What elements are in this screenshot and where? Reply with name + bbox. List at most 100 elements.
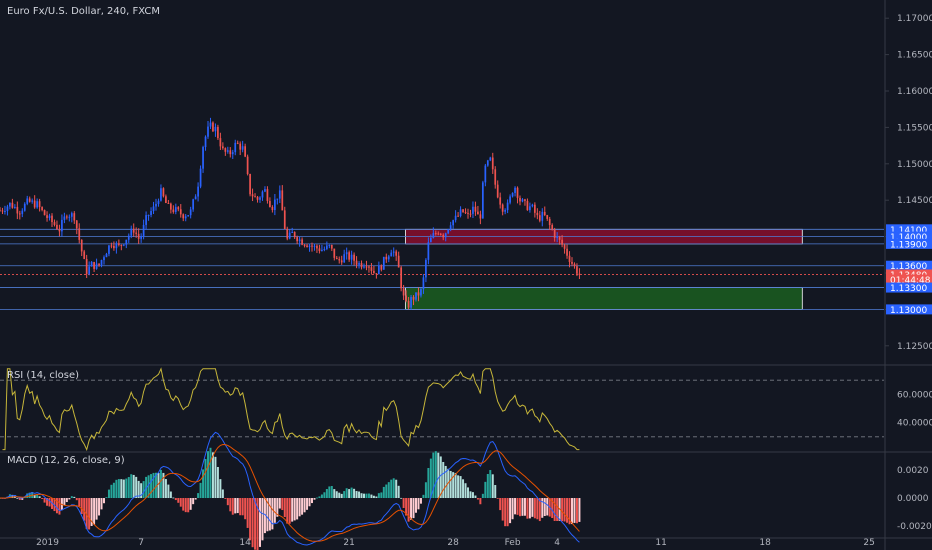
macd-histogram-bar bbox=[172, 497, 175, 499]
candle-body bbox=[221, 146, 224, 149]
candle-body bbox=[28, 198, 31, 202]
candle-body bbox=[573, 263, 576, 267]
macd-histogram-bar bbox=[439, 456, 442, 499]
candle-body bbox=[484, 165, 487, 183]
candle-body bbox=[291, 231, 294, 233]
candle-body bbox=[122, 244, 125, 246]
candle-body bbox=[239, 143, 242, 150]
candle-body bbox=[142, 224, 145, 237]
candle-body bbox=[437, 233, 440, 235]
candle-body bbox=[382, 256, 385, 270]
candle-body bbox=[184, 216, 187, 219]
candle-body bbox=[18, 213, 21, 215]
candle-body bbox=[464, 212, 467, 214]
candle-body bbox=[439, 233, 442, 235]
candle-body bbox=[420, 289, 422, 296]
macd-histogram-bar bbox=[246, 498, 249, 528]
macd-histogram-bar bbox=[375, 496, 378, 499]
macd-histogram-bar bbox=[543, 498, 546, 517]
candle-body bbox=[130, 228, 133, 236]
macd-histogram-bar bbox=[11, 494, 14, 499]
candle-body bbox=[296, 237, 299, 242]
horizontal-levels bbox=[0, 228, 884, 310]
macd-histogram-bar bbox=[363, 493, 365, 499]
candle-body bbox=[132, 228, 135, 233]
candle-body bbox=[182, 214, 185, 219]
macd-histogram-bar bbox=[496, 498, 499, 499]
price-candles bbox=[0, 117, 581, 310]
macd-histogram-bar bbox=[491, 474, 494, 499]
axes: 1.17000 1.16500 1.16000 1.15500 1.15000 1.145… bbox=[36, 14, 932, 548]
candle-body bbox=[578, 273, 581, 275]
candle-body bbox=[511, 192, 514, 197]
macd-histogram-bar bbox=[244, 498, 247, 520]
candle-body bbox=[556, 236, 559, 238]
macd-histogram-bar bbox=[142, 481, 145, 499]
candle-body bbox=[486, 160, 489, 166]
candle-body bbox=[375, 273, 378, 275]
candle-body bbox=[563, 244, 566, 249]
candle-body bbox=[179, 209, 182, 215]
macd-histogram-bar bbox=[221, 489, 224, 499]
candle-body bbox=[187, 215, 190, 217]
macd-histogram-bar bbox=[98, 498, 101, 516]
macd-histogram-bar bbox=[536, 498, 539, 520]
macd-histogram-bar bbox=[286, 498, 289, 524]
candle-body bbox=[100, 260, 103, 266]
candle-body bbox=[365, 266, 368, 268]
candle-body bbox=[110, 245, 113, 247]
macd-histogram-bar bbox=[273, 498, 276, 523]
candle-body bbox=[360, 263, 363, 268]
candle-body bbox=[199, 168, 202, 187]
candle-body bbox=[259, 197, 261, 200]
candle-body bbox=[152, 206, 155, 212]
macd-histogram-bar bbox=[306, 498, 309, 510]
time-tick-label: 28 bbox=[447, 538, 459, 548]
candle-body bbox=[417, 292, 420, 296]
macd-histogram-bar bbox=[58, 498, 61, 515]
macd-histogram-bar bbox=[499, 498, 502, 511]
candle-body bbox=[117, 243, 120, 245]
macd-histogram-bar bbox=[150, 474, 153, 499]
macd-histogram-bar bbox=[73, 496, 76, 499]
candle-body bbox=[566, 248, 568, 256]
macd-histogram-bar bbox=[355, 491, 358, 499]
candle-body bbox=[212, 122, 214, 132]
macd-histogram-bar bbox=[55, 498, 58, 514]
candle-body bbox=[217, 126, 219, 139]
rsi-label: RSI (14, close) bbox=[7, 370, 79, 381]
candle-body bbox=[16, 206, 19, 214]
macd-histogram-bar bbox=[320, 494, 323, 499]
candle-body bbox=[266, 189, 269, 201]
macd-histogram-bar bbox=[412, 498, 415, 519]
macd-histogram-bar bbox=[229, 498, 232, 512]
candle-body bbox=[288, 232, 291, 239]
macd-histogram-bar bbox=[526, 498, 529, 519]
candle-body bbox=[120, 244, 123, 246]
candle-body bbox=[321, 249, 323, 251]
macd-histogram-bar bbox=[444, 465, 447, 499]
macd-histogram-bar bbox=[395, 479, 398, 499]
candle-body bbox=[278, 190, 281, 199]
candle-body bbox=[358, 263, 360, 265]
macd-histogram-bar bbox=[519, 498, 521, 517]
candle-body bbox=[256, 196, 259, 200]
candle-body bbox=[157, 200, 160, 204]
macd-histogram-bar bbox=[78, 498, 81, 507]
macd-histogram-bar bbox=[479, 498, 482, 505]
macd-histogram-bar bbox=[18, 498, 21, 500]
macd-histogram-bar bbox=[199, 482, 202, 499]
macd-histogram-bar bbox=[333, 489, 336, 499]
candle-body bbox=[306, 245, 308, 248]
candle-body bbox=[286, 228, 289, 239]
price-tick-label: 1.15000 bbox=[897, 160, 932, 170]
candle-body bbox=[229, 150, 232, 155]
price-tag bbox=[886, 269, 932, 280]
macd-histogram-bar bbox=[214, 456, 217, 499]
price-tick-label: 1.17000 bbox=[897, 14, 932, 24]
candle-body bbox=[68, 216, 71, 218]
candle-body bbox=[333, 248, 336, 258]
candle-body bbox=[48, 215, 51, 218]
